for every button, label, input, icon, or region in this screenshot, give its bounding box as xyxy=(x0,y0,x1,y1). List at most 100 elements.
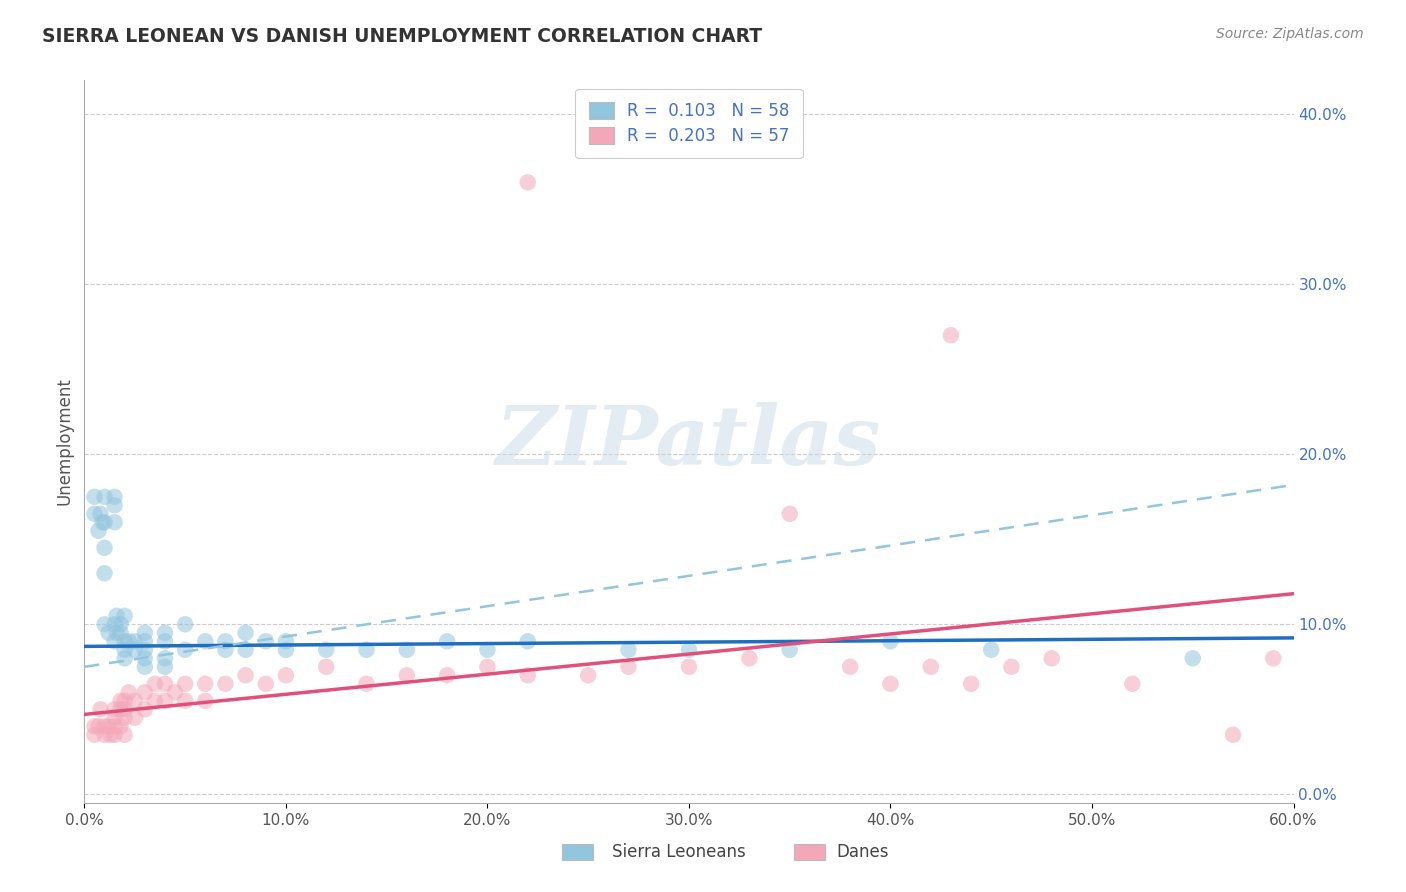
Point xyxy=(214,677,236,691)
Point xyxy=(617,642,640,657)
Point xyxy=(114,702,136,716)
Text: Sierra Leoneans: Sierra Leoneans xyxy=(612,843,745,861)
Point xyxy=(174,642,197,657)
Point xyxy=(960,677,983,691)
Point xyxy=(779,507,801,521)
Point xyxy=(91,516,114,530)
Point xyxy=(104,711,127,725)
Point xyxy=(114,711,136,725)
Text: Danes: Danes xyxy=(837,843,889,861)
Point xyxy=(104,702,127,716)
Point xyxy=(134,625,156,640)
Point xyxy=(110,719,132,733)
Point xyxy=(879,634,901,648)
Point xyxy=(134,651,156,665)
Point xyxy=(153,694,176,708)
Point xyxy=(105,625,128,640)
Point xyxy=(97,625,120,640)
Text: ZIPatlas: ZIPatlas xyxy=(496,401,882,482)
Point xyxy=(93,566,115,581)
Point xyxy=(118,685,141,699)
Point xyxy=(89,507,111,521)
Point xyxy=(839,660,862,674)
Point xyxy=(477,642,499,657)
Text: Source: ZipAtlas.com: Source: ZipAtlas.com xyxy=(1216,27,1364,41)
Point xyxy=(315,660,337,674)
Point xyxy=(134,660,156,674)
Point xyxy=(153,625,176,640)
Point xyxy=(235,668,257,682)
Point xyxy=(356,677,378,691)
Point xyxy=(194,634,217,648)
Point xyxy=(153,634,176,648)
Point xyxy=(105,608,128,623)
Point xyxy=(114,651,136,665)
Point xyxy=(93,719,115,733)
Point xyxy=(114,642,136,657)
Point xyxy=(678,642,700,657)
Point xyxy=(165,685,187,699)
Point xyxy=(134,642,156,657)
Point xyxy=(235,625,257,640)
Point xyxy=(153,660,176,674)
Point xyxy=(83,490,105,504)
Point xyxy=(477,660,499,674)
Point xyxy=(110,617,132,632)
Point xyxy=(939,328,962,343)
Point xyxy=(100,728,122,742)
Point xyxy=(104,516,127,530)
Point xyxy=(83,728,105,742)
Point xyxy=(274,668,297,682)
Point xyxy=(516,634,538,648)
Point xyxy=(104,490,127,504)
Point xyxy=(1040,651,1063,665)
Legend: R =  0.103   N = 58, R =  0.203   N = 57: R = 0.103 N = 58, R = 0.203 N = 57 xyxy=(575,88,803,158)
Point xyxy=(879,677,901,691)
Point xyxy=(114,728,136,742)
Point xyxy=(110,625,132,640)
Point xyxy=(1121,677,1143,691)
Point xyxy=(87,719,110,733)
Point xyxy=(110,702,132,716)
Text: SIERRA LEONEAN VS DANISH UNEMPLOYMENT CORRELATION CHART: SIERRA LEONEAN VS DANISH UNEMPLOYMENT CO… xyxy=(42,27,762,45)
Point xyxy=(114,634,136,648)
Point xyxy=(110,694,132,708)
Point xyxy=(93,516,115,530)
Point xyxy=(89,702,111,716)
Point xyxy=(395,642,418,657)
Point xyxy=(274,642,297,657)
Point xyxy=(516,175,538,189)
Point xyxy=(83,507,105,521)
Point xyxy=(436,634,458,648)
Point xyxy=(356,642,378,657)
Point xyxy=(118,634,141,648)
Point xyxy=(1222,728,1244,742)
Point xyxy=(143,694,166,708)
Point xyxy=(134,685,156,699)
Point xyxy=(920,660,942,674)
Point xyxy=(114,694,136,708)
Point xyxy=(93,728,115,742)
Point xyxy=(104,617,127,632)
Point xyxy=(97,719,120,733)
Point xyxy=(678,660,700,674)
Point xyxy=(274,634,297,648)
Point xyxy=(134,634,156,648)
Y-axis label: Unemployment: Unemployment xyxy=(55,377,73,506)
Point xyxy=(980,642,1002,657)
Point xyxy=(617,660,640,674)
Point xyxy=(235,642,257,657)
Point xyxy=(104,719,127,733)
Point xyxy=(93,490,115,504)
Point xyxy=(315,642,337,657)
Point xyxy=(87,524,110,538)
Point xyxy=(114,608,136,623)
Point xyxy=(254,634,277,648)
Point xyxy=(174,677,197,691)
Point xyxy=(104,498,127,512)
Point xyxy=(93,541,115,555)
Point xyxy=(174,694,197,708)
Point xyxy=(254,677,277,691)
Point xyxy=(214,634,236,648)
Point xyxy=(153,677,176,691)
